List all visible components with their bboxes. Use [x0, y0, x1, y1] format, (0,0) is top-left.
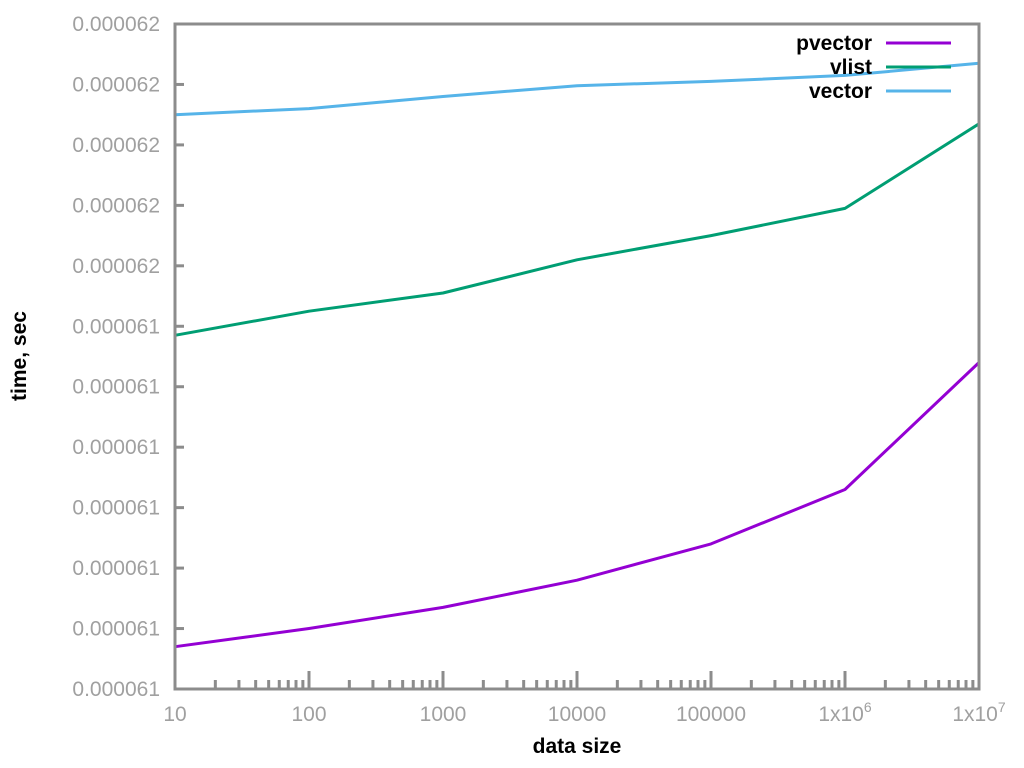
y-tick-label: 0.000062	[72, 255, 160, 278]
y-tick-label: 0.000061	[72, 497, 160, 520]
x-axis: 10 100 1000 10000 100000 1x106 1x107	[163, 671, 1006, 726]
y-tick-label: 0.000062	[72, 13, 160, 36]
y-axis-title: time, sec	[8, 311, 31, 401]
x-tick-label: 1x106	[818, 699, 872, 726]
y-tick-label: 0.000061	[72, 618, 160, 641]
x-tick-label: 100000	[676, 703, 746, 726]
x-tick-label: 10	[163, 703, 186, 726]
y-tick-label: 0.000061	[72, 376, 160, 399]
x-tick-label: 1000	[420, 703, 467, 726]
y-tick-label: 0.000062	[72, 194, 160, 217]
legend-label-vlist: vlist	[830, 56, 872, 79]
series-layer	[174, 61, 981, 649]
y-tick-label: 0.000061	[72, 678, 160, 701]
x-tick-label: 10000	[548, 703, 606, 726]
legend-label-pvector: pvector	[796, 32, 872, 55]
y-tick-label: 0.000061	[72, 315, 160, 338]
x-tick-label: 1x107	[952, 699, 1006, 726]
plot-frame	[173, 22, 981, 691]
legend-label-vector: vector	[809, 80, 872, 103]
x-tick-label: 100	[291, 703, 326, 726]
y-tick-label: 0.000062	[72, 73, 160, 96]
y-axis: 0.000061 0.000061 0.000061 0.000061 0.000061…	[72, 13, 184, 701]
y-tick-label: 0.000061	[72, 557, 160, 580]
y-tick-label: 0.000061	[72, 436, 160, 459]
y-tick-label: 0.000062	[72, 134, 160, 157]
x-axis-title: data size	[533, 735, 622, 758]
series-line-pvector	[174, 361, 981, 649]
series-line-vlist	[174, 122, 980, 337]
